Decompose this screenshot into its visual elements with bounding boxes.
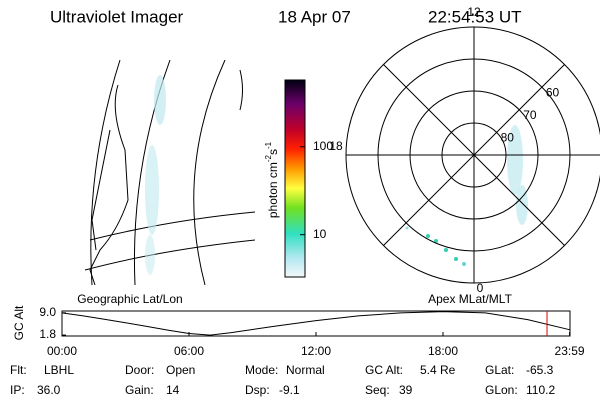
y-tick-label: 9.0 (39, 305, 56, 319)
field-label: GLat: (485, 363, 514, 377)
field-label: GLon: (485, 383, 518, 397)
field-value: 110.2 (526, 383, 555, 397)
x-tick-label: 23:59 (555, 344, 585, 358)
field-label: Seq: (365, 383, 390, 397)
field-value: -65.3 (526, 363, 554, 377)
unit: photon cm (266, 162, 280, 218)
x-tick-label: 00:00 (47, 344, 77, 358)
field-label: IP: (10, 383, 25, 397)
colorbar-tick-label: 10 (313, 227, 327, 241)
lat-label: 80 (501, 131, 515, 145)
field-value: Normal (286, 363, 325, 377)
field-value: Open (166, 363, 195, 377)
field-value: 39 (399, 383, 413, 397)
field-label: Mode: (245, 363, 278, 377)
field-value: 5.4 Re (420, 363, 456, 377)
info-panel: Flt: LBHL Door: Open Mode: Normal GC Alt: 5.4 R… (10, 363, 555, 397)
mlt-diag (383, 64, 475, 156)
panel-label: Geographic Lat/Lon (77, 292, 182, 306)
field-label: Dsp: (245, 383, 270, 397)
date: 18 Apr 07 (278, 7, 351, 26)
field-value: 36.0 (37, 383, 61, 397)
colorbar-label: photon cm-2s-1 (264, 141, 280, 218)
altitude-line (61, 311, 571, 336)
colorbar (284, 79, 306, 278)
colorbar-tick-label: 100 (313, 139, 333, 153)
field-value: -9.1 (279, 383, 300, 397)
field-value: LBHL (44, 363, 74, 377)
y-axis-label: GC Alt (12, 305, 26, 340)
field-label: Gain: (125, 383, 154, 397)
mlt-diag (383, 154, 475, 246)
time: 22:54:53 UT (428, 7, 522, 26)
lat-label: 60 (546, 85, 560, 99)
lat-label: 70 (523, 108, 537, 122)
mlt-diag (473, 154, 565, 246)
unit: s (266, 149, 280, 155)
x-tick-label: 18:00 (428, 344, 458, 358)
polar-aurora (405, 125, 528, 266)
title: Ultraviolet Imager (50, 7, 184, 26)
unit-exp: -1 (264, 141, 273, 149)
x-tick-label: 06:00 (174, 344, 204, 358)
x-tick-label: 12:00 (301, 344, 331, 358)
field-label: Flt: (10, 363, 27, 377)
geo-map (84, 60, 255, 285)
field-label: GC Alt: (365, 363, 403, 377)
unit-exp: -2 (264, 154, 273, 162)
mlt-label: 12 (467, 5, 481, 19)
field-label: Door: (125, 363, 154, 377)
mlt-label: 18 (329, 139, 343, 153)
mlt-diag (473, 64, 565, 156)
mlt-label: 0 (477, 281, 484, 295)
field-value: 14 (166, 383, 180, 397)
y-tick-label: 1.8 (39, 327, 56, 341)
panel-label: Apex MLat/MLT (428, 292, 512, 306)
